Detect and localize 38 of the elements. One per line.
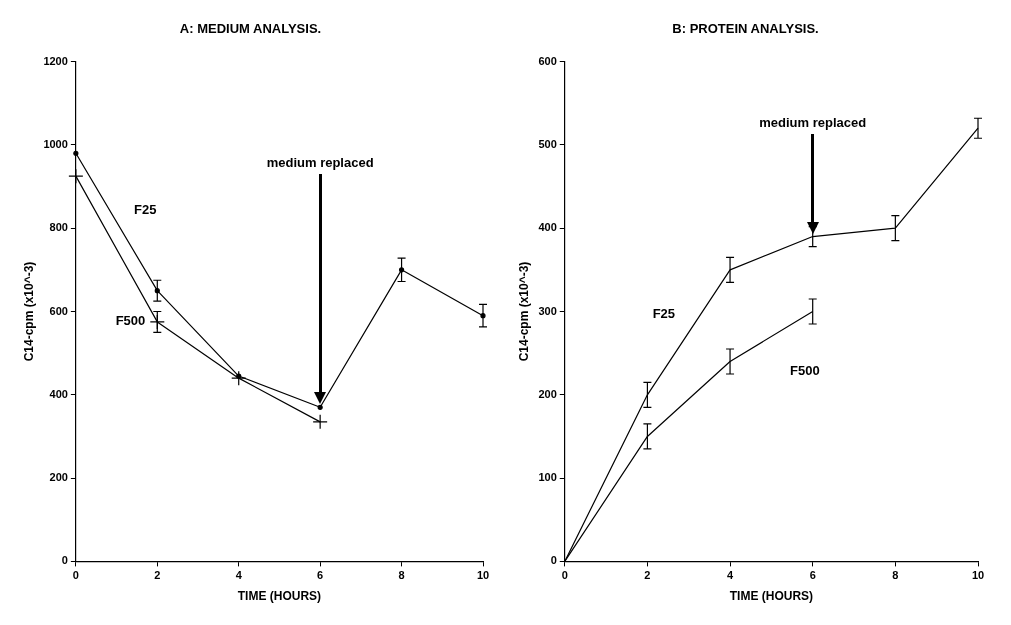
y-tick-label: 200	[538, 387, 557, 400]
x-tick-label: 4	[726, 569, 734, 582]
y-tick-label: 500	[538, 137, 557, 150]
y-tick-label: 800	[49, 221, 68, 234]
x-tick-label: 10	[476, 569, 490, 582]
x-axis-title: TIME (HOURS)	[729, 589, 814, 604]
x-tick-label: 6	[809, 569, 816, 582]
y-tick-label: 1200	[43, 54, 68, 67]
series-label: F25	[652, 306, 676, 322]
x-tick-label: 6	[317, 569, 324, 582]
y-tick-label: 1000	[43, 137, 68, 150]
x-tick-label: 8	[398, 569, 405, 582]
y-tick-label: 600	[538, 54, 557, 67]
y-tick-label: 0	[550, 554, 557, 567]
series-label: F500	[115, 313, 146, 329]
y-tick-label: 100	[538, 471, 557, 484]
x-axis-title: TIME (HOURS)	[237, 589, 322, 604]
text: F500	[790, 363, 820, 379]
x-tick-label: 2	[154, 569, 161, 582]
y-tick-label: 400	[49, 387, 68, 400]
chart-title: A: MEDIUM ANALYSIS.	[179, 21, 322, 37]
x-tick-label: 10	[971, 569, 985, 582]
y-tick-label: 0	[61, 554, 68, 567]
annotation: medium replaced	[759, 114, 867, 130]
x-tick-label: 0	[72, 569, 79, 582]
y-tick-label: 300	[538, 304, 557, 317]
chart-title: B: PROTEIN ANALYSIS.	[672, 21, 819, 37]
x-tick-label: 0	[561, 569, 568, 582]
series-label: F25	[134, 202, 157, 218]
y-tick-label: 600	[49, 304, 68, 317]
x-tick-label: 8	[892, 569, 899, 582]
y-axis-title: C14-cpm (x10^-3)	[516, 261, 531, 362]
y-axis-title: C14-cpm (x10^-3)	[21, 261, 36, 362]
annotation: medium replaced	[266, 155, 374, 171]
y-tick-label: 400	[538, 221, 557, 234]
y-tick-label: 200	[49, 471, 68, 484]
x-tick-label: 2	[644, 569, 651, 582]
x-tick-label: 4	[235, 569, 243, 582]
